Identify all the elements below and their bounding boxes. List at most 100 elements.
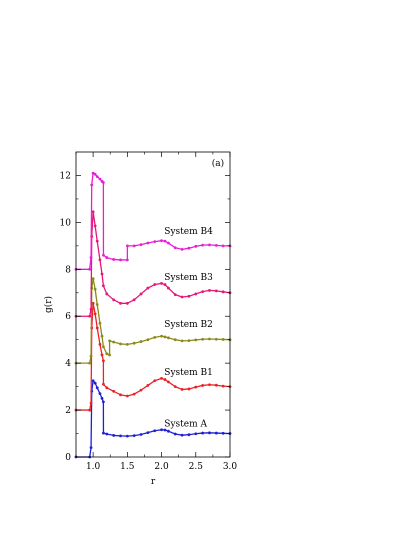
x-tick-label: 2.0 bbox=[154, 462, 169, 472]
data-point bbox=[132, 244, 136, 248]
data-point bbox=[105, 432, 109, 436]
data-point bbox=[102, 253, 105, 257]
data-point bbox=[125, 258, 129, 262]
data-point bbox=[208, 431, 211, 435]
data-point bbox=[153, 335, 157, 339]
x-tick-label: 3.0 bbox=[223, 462, 238, 472]
data-point bbox=[112, 340, 116, 344]
data-point bbox=[173, 338, 177, 342]
data-point bbox=[201, 337, 205, 341]
data-point bbox=[112, 298, 116, 302]
data-point bbox=[187, 294, 191, 298]
data-point bbox=[221, 338, 225, 341]
data-point bbox=[139, 340, 143, 343]
y-tick-label: 10 bbox=[60, 218, 72, 228]
data-point bbox=[194, 338, 198, 342]
y-tick-label: 6 bbox=[65, 312, 71, 322]
data-point bbox=[91, 171, 95, 175]
data-point bbox=[95, 326, 99, 330]
data-point bbox=[119, 434, 122, 438]
data-point bbox=[132, 341, 136, 345]
series-layer bbox=[74, 171, 232, 459]
data-point bbox=[214, 243, 218, 247]
data-point bbox=[95, 175, 99, 179]
data-point bbox=[119, 393, 122, 397]
data-point bbox=[173, 385, 177, 389]
data-point bbox=[93, 287, 97, 291]
series-label: System B4 bbox=[164, 227, 213, 237]
data-point bbox=[221, 384, 225, 388]
data-point bbox=[125, 301, 129, 305]
x-axis-label: r bbox=[151, 477, 156, 487]
data-point bbox=[105, 352, 109, 356]
data-point bbox=[119, 301, 122, 305]
data-point bbox=[98, 258, 102, 262]
data-point bbox=[194, 432, 198, 436]
data-point bbox=[112, 434, 116, 437]
data-point bbox=[88, 408, 92, 412]
data-point bbox=[173, 246, 177, 250]
series-label: System B3 bbox=[164, 273, 213, 283]
data-point bbox=[180, 433, 184, 437]
data-point bbox=[101, 400, 105, 404]
data-point bbox=[93, 381, 97, 385]
labels-layer: System A System B1 System B2 System B3 Syste… bbox=[164, 227, 213, 429]
series-label: System B1 bbox=[164, 368, 213, 378]
data-point bbox=[88, 267, 92, 271]
data-point bbox=[187, 387, 191, 391]
data-point bbox=[100, 272, 104, 276]
y-tick-label: 12 bbox=[60, 171, 71, 181]
data-point bbox=[167, 429, 170, 433]
data-point bbox=[160, 239, 163, 243]
data-point bbox=[187, 339, 191, 343]
data-point bbox=[201, 384, 205, 387]
data-point bbox=[95, 386, 99, 390]
y-axis-label: g(r) bbox=[43, 296, 54, 313]
series-system-b1 bbox=[74, 301, 232, 412]
data-point bbox=[180, 339, 184, 343]
series-system-b3 bbox=[74, 210, 232, 318]
data-point bbox=[125, 342, 129, 346]
data-point bbox=[160, 428, 163, 432]
data-point bbox=[208, 289, 211, 292]
data-point bbox=[214, 431, 218, 435]
series-system-a bbox=[74, 379, 232, 459]
series-label: System B2 bbox=[164, 320, 213, 330]
data-point bbox=[93, 224, 97, 228]
data-point bbox=[88, 361, 92, 365]
data-point bbox=[167, 380, 170, 384]
data-point bbox=[112, 389, 116, 393]
data-point bbox=[167, 286, 170, 290]
data-point bbox=[214, 383, 218, 387]
data-point bbox=[167, 336, 170, 340]
data-point bbox=[119, 342, 122, 346]
data-point bbox=[98, 342, 102, 346]
data-point bbox=[89, 446, 93, 450]
data-point bbox=[146, 241, 150, 245]
data-point bbox=[163, 239, 167, 243]
data-point bbox=[146, 286, 150, 290]
data-point bbox=[95, 239, 99, 243]
panel-label: (a) bbox=[212, 158, 224, 169]
data-point bbox=[194, 244, 198, 248]
data-point bbox=[101, 359, 105, 363]
data-point bbox=[153, 240, 157, 244]
data-point bbox=[98, 392, 102, 396]
data-point bbox=[163, 428, 167, 432]
series-label: System A bbox=[164, 420, 207, 430]
data-point bbox=[125, 434, 129, 438]
data-point bbox=[91, 277, 95, 281]
data-point bbox=[93, 172, 97, 176]
data-point bbox=[153, 283, 157, 286]
data-point bbox=[100, 396, 104, 400]
data-point bbox=[221, 290, 225, 294]
data-point bbox=[194, 385, 198, 389]
data-point bbox=[214, 289, 218, 293]
data-point bbox=[91, 301, 95, 305]
data-point bbox=[214, 337, 218, 341]
data-point bbox=[89, 401, 93, 405]
ticks-layer: 1.0 1.5 2.0 2.5 3.0 0 2 4 6 8 10 12 bbox=[60, 152, 238, 472]
data-point bbox=[139, 243, 143, 247]
data-point bbox=[146, 384, 150, 387]
